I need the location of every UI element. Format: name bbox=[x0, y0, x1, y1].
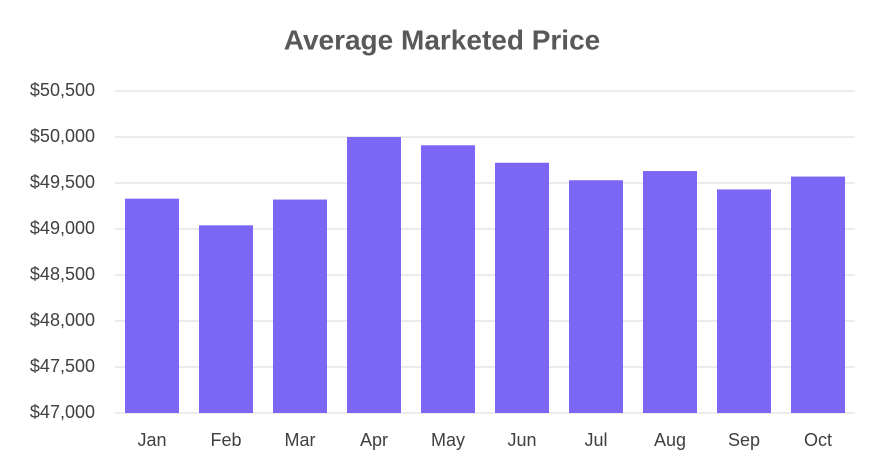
y-tick-label: $49,000 bbox=[30, 218, 95, 238]
y-tick-label: $50,000 bbox=[30, 126, 95, 146]
bar bbox=[790, 176, 846, 413]
x-tick-label: Jul bbox=[584, 430, 607, 450]
y-tick-label: $48,500 bbox=[30, 264, 95, 284]
x-tick-label: Mar bbox=[285, 430, 316, 450]
bar bbox=[642, 171, 698, 413]
x-tick-label: Oct bbox=[804, 430, 832, 450]
chart-title: Average Marketed Price bbox=[284, 24, 600, 55]
x-tick-label: May bbox=[431, 430, 465, 450]
x-tick-label: Jun bbox=[507, 430, 536, 450]
bar bbox=[346, 137, 402, 413]
x-tick-label: Apr bbox=[360, 430, 388, 450]
y-tick-label: $50,500 bbox=[30, 80, 95, 100]
bar bbox=[494, 162, 550, 413]
bar bbox=[124, 198, 180, 413]
y-tick-label: $47,500 bbox=[30, 356, 95, 376]
y-tick-label: $49,500 bbox=[30, 172, 95, 192]
x-tick-label: Feb bbox=[210, 430, 241, 450]
bar bbox=[716, 189, 772, 413]
bar bbox=[198, 225, 254, 413]
x-tick-label: Jan bbox=[137, 430, 166, 450]
y-tick-label: $48,000 bbox=[30, 310, 95, 330]
x-tick-label: Aug bbox=[654, 430, 686, 450]
bar bbox=[568, 180, 624, 413]
y-tick-label: $47,000 bbox=[30, 402, 95, 422]
x-tick-label: Sep bbox=[728, 430, 760, 450]
bar bbox=[272, 199, 328, 413]
bar bbox=[420, 145, 476, 413]
